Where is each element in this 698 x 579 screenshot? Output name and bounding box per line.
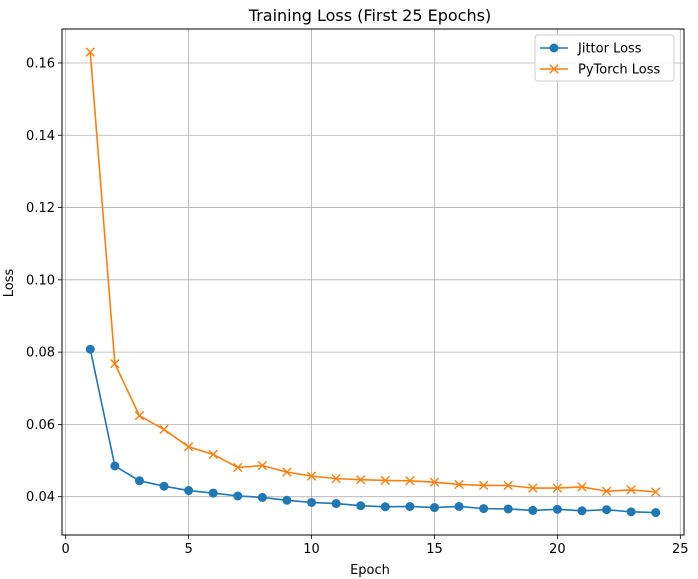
jittor-loss-point [356, 501, 366, 511]
jittor-loss-point [602, 505, 612, 515]
pytorch-loss-point [503, 480, 513, 491]
jittor-loss-point [479, 504, 489, 514]
x-axis-label: Epoch [350, 563, 390, 578]
pytorch-loss-point [159, 424, 169, 435]
jittor-loss-point [233, 491, 243, 501]
jittor-loss-point [208, 488, 218, 498]
x-tick-label: 5 [184, 542, 192, 557]
pytorch-loss-point [651, 487, 661, 497]
pytorch-loss-point [454, 479, 464, 490]
pytorch-loss-point [282, 467, 292, 477]
jittor-loss-point [651, 508, 661, 518]
x-tick-label: 10 [303, 542, 320, 557]
pytorch-loss-point [405, 476, 415, 486]
y-tick-label: 0.12 [26, 201, 55, 216]
pytorch-loss-legend-marker [549, 64, 559, 74]
series-layer [85, 47, 661, 518]
jittor-loss-point [552, 504, 562, 514]
y-tick-label: 0.08 [26, 346, 55, 361]
pytorch-loss-point [577, 482, 587, 492]
pytorch-loss-point [208, 449, 218, 460]
jittor-loss-point [257, 492, 267, 502]
jittor-loss-point [85, 344, 95, 354]
pytorch-loss-point [478, 480, 489, 491]
x-tick-label: 25 [672, 542, 689, 557]
jittor-loss-point [503, 504, 513, 514]
jittor-loss-legend-marker [549, 43, 559, 53]
chart-title: Training Loss (First 25 Epochs) [248, 6, 491, 25]
axis-ticks: 0 5 10 15 20 25 0.04 0.06 0.08 0.10 0.12 0.14 0.16 [26, 56, 689, 557]
legend-box [534, 34, 675, 82]
pytorch-loss-point [85, 47, 95, 57]
pytorch-loss-point [331, 473, 341, 484]
x-tick-label: 15 [426, 542, 443, 557]
y-tick-label: 0.06 [26, 418, 55, 433]
pytorch-loss-point [110, 358, 120, 369]
y-tick-label: 0.04 [26, 490, 55, 505]
pytorch-loss-point [528, 483, 538, 493]
jittor-loss-point [110, 461, 120, 471]
pytorch-loss-point [601, 486, 612, 496]
jittor-loss-point [454, 501, 464, 511]
jittor-loss-point [626, 507, 636, 517]
series-jittor-loss [85, 344, 661, 518]
pytorch-loss-point [183, 442, 194, 452]
pytorch-loss-point [257, 460, 268, 471]
jittor-loss-point [307, 497, 317, 507]
jittor-loss-point [282, 495, 292, 505]
jittor-loss-point [331, 499, 341, 509]
pytorch-loss-point [233, 462, 243, 473]
y-tick-label: 0.14 [26, 129, 55, 144]
plot-frame [61, 28, 685, 536]
legend: Jittor Loss PyTorch Loss [534, 34, 675, 82]
pytorch-loss-point [380, 475, 390, 486]
pytorch-loss-line [89, 52, 656, 493]
x-tick-label: 20 [549, 542, 566, 557]
series-pytorch-loss [85, 47, 661, 497]
legend-label: PyTorch Loss [578, 63, 661, 78]
grid-lines [62, 29, 684, 535]
jittor-loss-point [134, 476, 144, 486]
jittor-loss-point [380, 502, 390, 512]
jittor-loss-point [528, 505, 538, 515]
jittor-loss-point [577, 506, 587, 516]
pytorch-loss-point [306, 471, 317, 481]
jittor-loss-point [429, 503, 439, 513]
jittor-loss-point [184, 486, 194, 496]
y-tick-label: 0.10 [26, 273, 55, 288]
pytorch-loss-point [429, 477, 440, 487]
jittor-loss-point [159, 481, 169, 491]
x-tick-label: 0 [62, 542, 70, 557]
pytorch-loss-point [134, 411, 145, 421]
pytorch-loss-point [552, 483, 563, 493]
legend-label: Jittor Loss [577, 42, 642, 57]
pytorch-loss-point [356, 475, 366, 485]
y-axis-label: Loss [2, 269, 17, 298]
jittor-loss-point [405, 501, 415, 511]
y-tick-label: 0.16 [26, 56, 55, 71]
pytorch-loss-point [626, 485, 636, 495]
